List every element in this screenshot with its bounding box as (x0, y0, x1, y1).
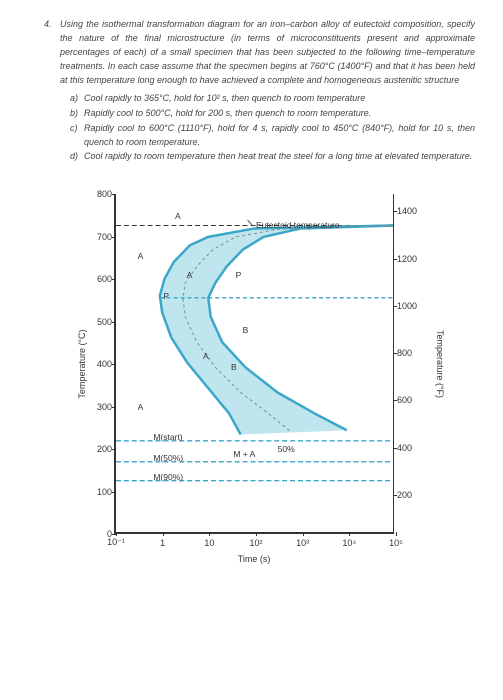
region-annotation: A (138, 402, 144, 412)
region-annotation: P (236, 270, 242, 280)
y2-tick: 1000 (397, 301, 423, 311)
region-annotation: A (175, 211, 181, 221)
x-tick: 10 (204, 538, 214, 548)
part-a: a) Cool rapidly to 365°C, hold for 10² s… (70, 92, 475, 106)
part-label: d) (70, 150, 78, 164)
eutectoid-label: Eutectoid temperature (256, 220, 340, 230)
y-tick: 800 (84, 189, 112, 199)
part-d: d) Cool rapidly to room temperature then… (70, 150, 475, 164)
ms-label: M(start) (153, 432, 182, 442)
x-tick: 10² (249, 538, 262, 548)
part-label: b) (70, 107, 78, 121)
x-axis-label: Time (s) (238, 554, 271, 564)
region-annotation: A (138, 251, 144, 261)
region-annotation: 50% (278, 444, 295, 454)
y-tick: 400 (84, 359, 112, 369)
question-main: Using the isothermal transformation diag… (60, 18, 475, 88)
region-annotation: A (187, 270, 193, 280)
x-tick: 10⁻¹ (107, 537, 125, 548)
x-tick: 10⁵ (389, 538, 403, 548)
x-tick: 10³ (296, 538, 309, 548)
y2-tick: 800 (397, 348, 423, 358)
part-text: Rapidly cool to 500°C, hold for 200 s, t… (84, 108, 371, 118)
question-block: 4. Using the isothermal transformation d… (48, 18, 475, 164)
y-tick: 300 (84, 402, 112, 412)
region-annotation: M + A (233, 449, 255, 459)
x-tick: 10⁴ (342, 538, 356, 548)
region-annotation: P (163, 291, 169, 301)
x-tick: 1 (160, 538, 165, 548)
part-text: Cool rapidly to room temperature then he… (84, 151, 472, 161)
y2-tick: 600 (397, 395, 423, 405)
part-text: Rapidly cool to 600°C (1110°F), hold for… (84, 123, 475, 147)
y-tick: 700 (84, 232, 112, 242)
plot-area: 0100200300400500600700800200400600800100… (114, 194, 394, 534)
region-annotation: B (243, 325, 249, 335)
y-tick: 100 (84, 487, 112, 497)
y2-tick: 1200 (397, 254, 423, 264)
ms-label: M(50%) (153, 453, 183, 463)
ms-label: M(90%) (153, 472, 183, 482)
y2-tick: 200 (397, 490, 423, 500)
part-b: b) Rapidly cool to 500°C, hold for 200 s… (70, 107, 475, 121)
y-tick: 200 (84, 444, 112, 454)
y-tick: 600 (84, 274, 112, 284)
part-label: c) (70, 122, 78, 136)
part-text: Cool rapidly to 365°C, hold for 10² s, t… (84, 93, 365, 103)
part-c: c) Rapidly cool to 600°C (1110°F), hold … (70, 122, 475, 150)
region-annotation: B (231, 362, 237, 372)
question-number: 4. (44, 18, 52, 32)
y2-tick: 1400 (397, 206, 423, 216)
ttt-diagram: Temperature (°C) 01002003004005006007008… (76, 188, 426, 583)
question-parts: a) Cool rapidly to 365°C, hold for 10² s… (60, 92, 475, 165)
y-tick: 500 (84, 317, 112, 327)
y2-axis-label: Temperature (°F) (435, 330, 445, 398)
y2-tick: 400 (397, 443, 423, 453)
part-label: a) (70, 92, 78, 106)
region-annotation: A (203, 351, 209, 361)
